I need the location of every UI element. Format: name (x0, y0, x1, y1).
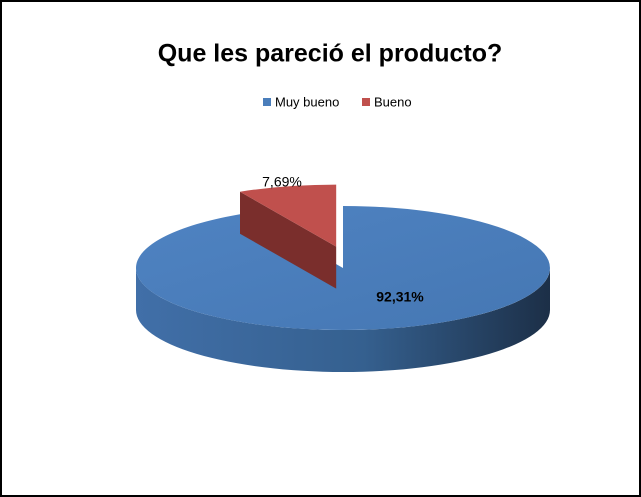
data-label: 92,31% (376, 289, 424, 305)
slice-side (240, 191, 337, 289)
slice (240, 184, 337, 247)
slice-side (136, 268, 550, 372)
chart-title: Que les pareció el producto? (158, 40, 503, 68)
legend-label: Bueno (374, 94, 412, 109)
legend-swatch (362, 98, 370, 106)
slice (135, 206, 550, 330)
data-label: 7,69% (262, 174, 302, 190)
legend-swatch (263, 98, 271, 106)
legend-label: Muy bueno (275, 94, 339, 109)
